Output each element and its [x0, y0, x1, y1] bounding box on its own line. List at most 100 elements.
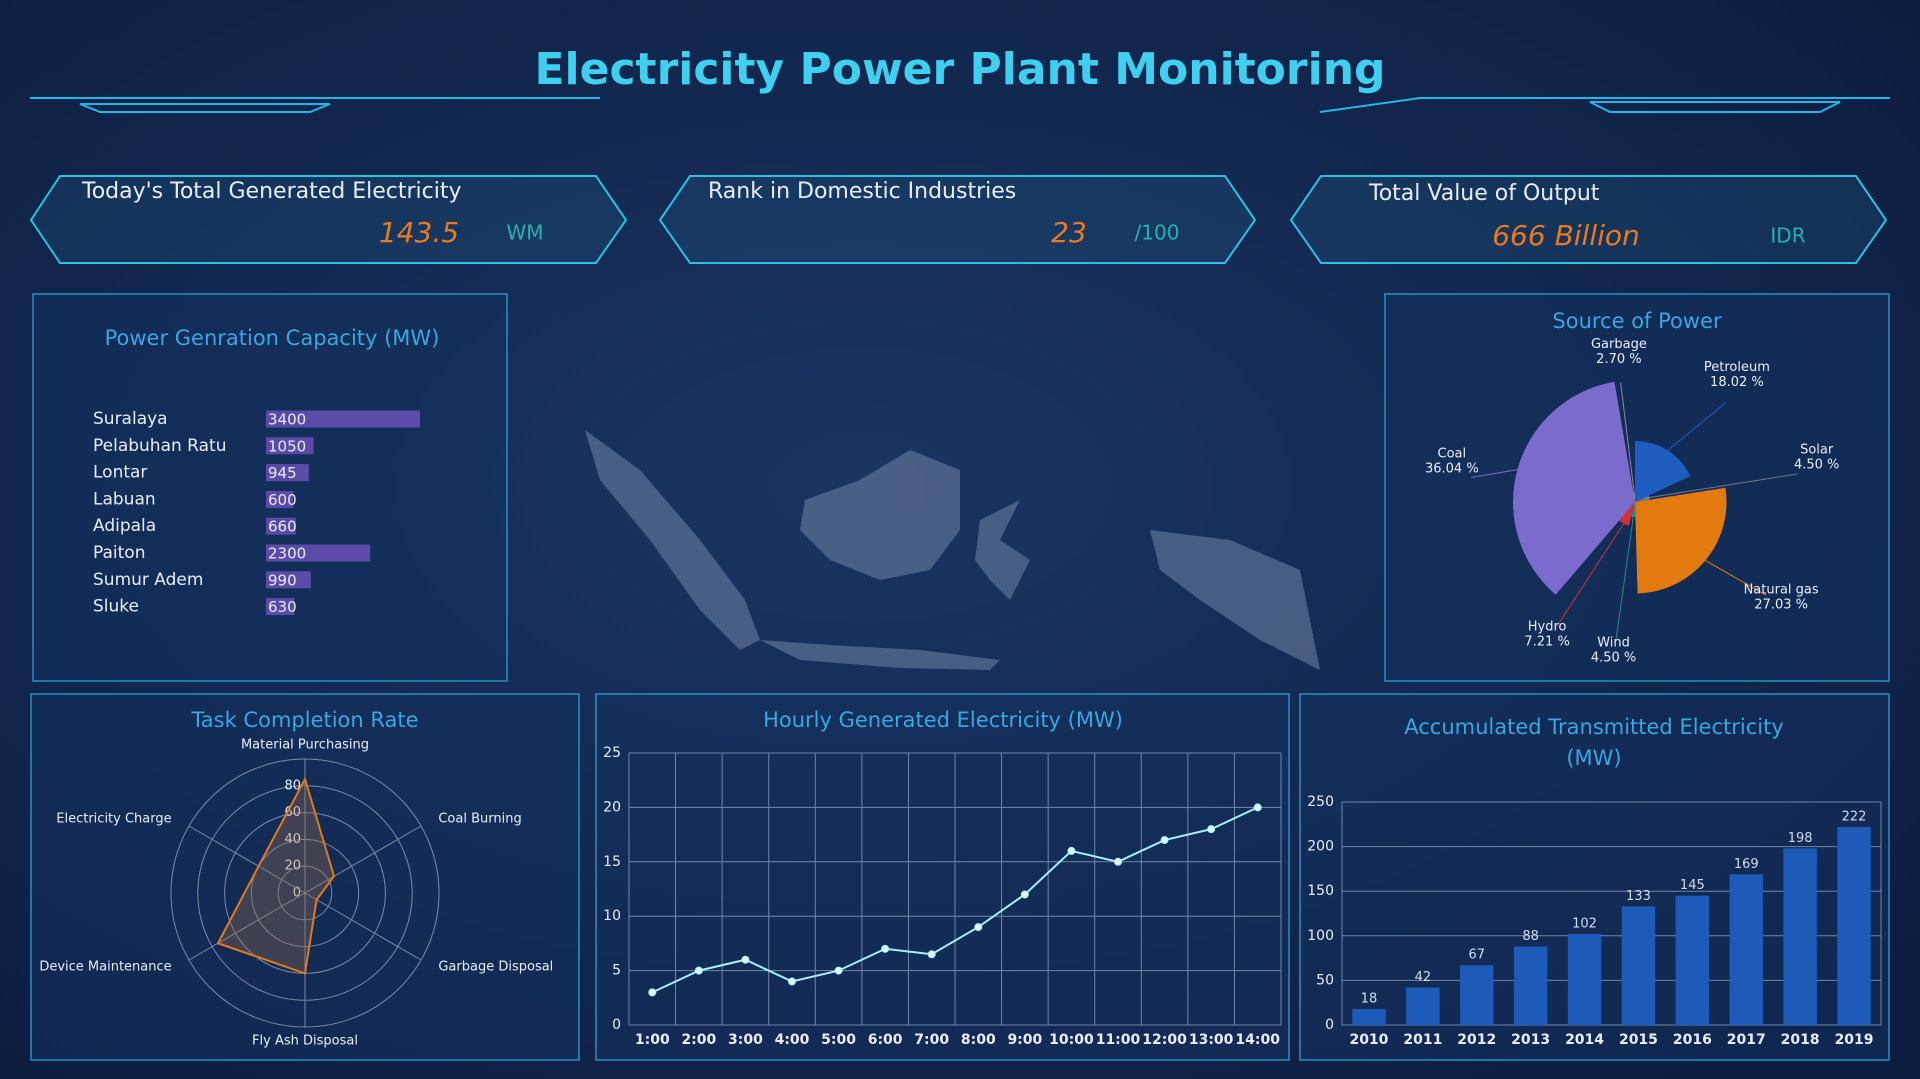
indicator-label: Electricity Charge: [56, 812, 171, 827]
y-tick-label: 20: [603, 799, 621, 815]
rose-sector: [1631, 502, 1636, 518]
data-label: 945: [268, 464, 297, 482]
x-tick-label: 5:00: [821, 1032, 856, 1048]
bar: [1621, 906, 1656, 1025]
kpi-frame: [658, 175, 1257, 264]
x-tick-label: 13:00: [1189, 1032, 1234, 1048]
x-tick-label: 2018: [1781, 1032, 1820, 1048]
bar: [266, 517, 296, 535]
point: [648, 988, 657, 997]
bar: [266, 571, 311, 589]
deco-line: [1589, 101, 1841, 113]
slice-value-label: 7.21 %: [1524, 634, 1569, 649]
map-island: [585, 430, 760, 650]
kpi-value: 23: [1051, 216, 1087, 249]
panel-title: Accumulated Transmitted Electricity (MW): [1404, 715, 1784, 770]
slice-value-label: 2.70 %: [1596, 352, 1641, 367]
tick-label: 0: [293, 886, 301, 901]
slice-label: Solar: [1800, 443, 1834, 458]
data-label: 3400: [268, 411, 306, 429]
slice-value-label: 36.04 %: [1425, 462, 1479, 477]
data-label: 18: [1361, 991, 1378, 1006]
bar: [1675, 895, 1710, 1025]
category-label: Pelabuhan Ratu: [93, 436, 226, 456]
leader-line: [1555, 523, 1625, 628]
bar: [266, 410, 420, 428]
slice-label: Wind: [1597, 636, 1630, 651]
bar: [1406, 987, 1440, 1025]
indicator-label: Coal Burning: [438, 812, 521, 827]
y-tick-label: 150: [1307, 883, 1334, 899]
y-tick-label: 10: [603, 908, 621, 924]
point: [1207, 825, 1216, 834]
point: [694, 966, 703, 975]
point: [1020, 890, 1029, 899]
point: [788, 977, 796, 986]
rose-sector: [1635, 495, 1651, 502]
x-tick-label: 2019: [1835, 1032, 1874, 1048]
panel-title: Source of Power: [1552, 309, 1722, 333]
panel-title: Power Genration Capacity (MW): [105, 326, 440, 350]
panel-title: Task Completion Rate: [190, 708, 418, 732]
x-tick-label: 14:00: [1235, 1032, 1280, 1048]
category-label: Labuan: [93, 489, 156, 509]
map-island: [975, 500, 1030, 600]
point: [1067, 846, 1076, 855]
panel-title: Hourly Generated Electricity (MW): [763, 708, 1123, 732]
bar: [1513, 946, 1548, 1025]
kpi-label: Total Value of Output: [1368, 181, 1600, 206]
y-tick-label: 200: [1307, 839, 1334, 855]
leader-line: [1620, 382, 1635, 493]
slice-label: Garbage: [1591, 337, 1647, 352]
y-tick-label: 5: [612, 963, 621, 979]
tick-label: 40: [284, 832, 301, 847]
bar: [1783, 848, 1817, 1025]
radar-area: [216, 776, 336, 975]
category-label: Sumur Adem: [93, 570, 203, 590]
leader-line: [1649, 473, 1798, 499]
x-tick-label: 2012: [1457, 1032, 1496, 1048]
indicator-label: Device Maintenance: [39, 960, 171, 975]
x-tick-label: 2016: [1673, 1032, 1712, 1048]
slice-label: Petroleum: [1704, 360, 1770, 375]
kpi-unit: WM: [506, 221, 543, 245]
page-title: Electricity Power Plant Monitoring: [534, 44, 1385, 95]
x-tick-label: 6:00: [868, 1032, 903, 1048]
slice-value-label: 18.02 %: [1710, 375, 1764, 390]
radar-axis: [188, 825, 306, 894]
radar-axis: [304, 892, 422, 961]
data-label: 222: [1842, 809, 1867, 824]
x-tick-label: 11:00: [1096, 1032, 1141, 1048]
indicator-label: Garbage Disposal: [438, 960, 553, 975]
bar: [1567, 934, 1602, 1025]
y-tick-label: 25: [603, 745, 621, 761]
leader-line: [1667, 401, 1727, 451]
data-label: 102: [1572, 917, 1597, 932]
y-tick-label: 15: [603, 854, 621, 870]
category-label: Paiton: [93, 543, 145, 563]
x-tick-label: 2015: [1619, 1032, 1658, 1048]
radar-axis: [188, 892, 306, 961]
x-tick-label: 3:00: [728, 1032, 763, 1048]
kpi-frame: [1289, 175, 1888, 264]
rose-sector: [1635, 487, 1727, 594]
slice-label: Coal: [1438, 447, 1467, 462]
map-island: [800, 450, 960, 580]
x-tick-label: 4:00: [775, 1032, 810, 1048]
data-label: 88: [1522, 929, 1539, 944]
bar: [266, 598, 295, 616]
x-tick-label: 2013: [1511, 1032, 1550, 1048]
rose-sector: [1513, 381, 1635, 595]
point: [1253, 803, 1262, 812]
data-label: 600: [268, 491, 297, 509]
tick-label: 20: [284, 859, 301, 874]
map: [585, 430, 1320, 670]
x-tick-label: 8:00: [961, 1032, 996, 1048]
bar: [266, 437, 314, 455]
x-tick-label: 7:00: [914, 1032, 949, 1048]
slice-label: Natural gas: [1744, 582, 1819, 597]
kpi-unit: IDR: [1770, 224, 1805, 248]
rose-sector: [1619, 502, 1635, 526]
point: [927, 950, 936, 959]
data-label: 133: [1626, 889, 1651, 904]
